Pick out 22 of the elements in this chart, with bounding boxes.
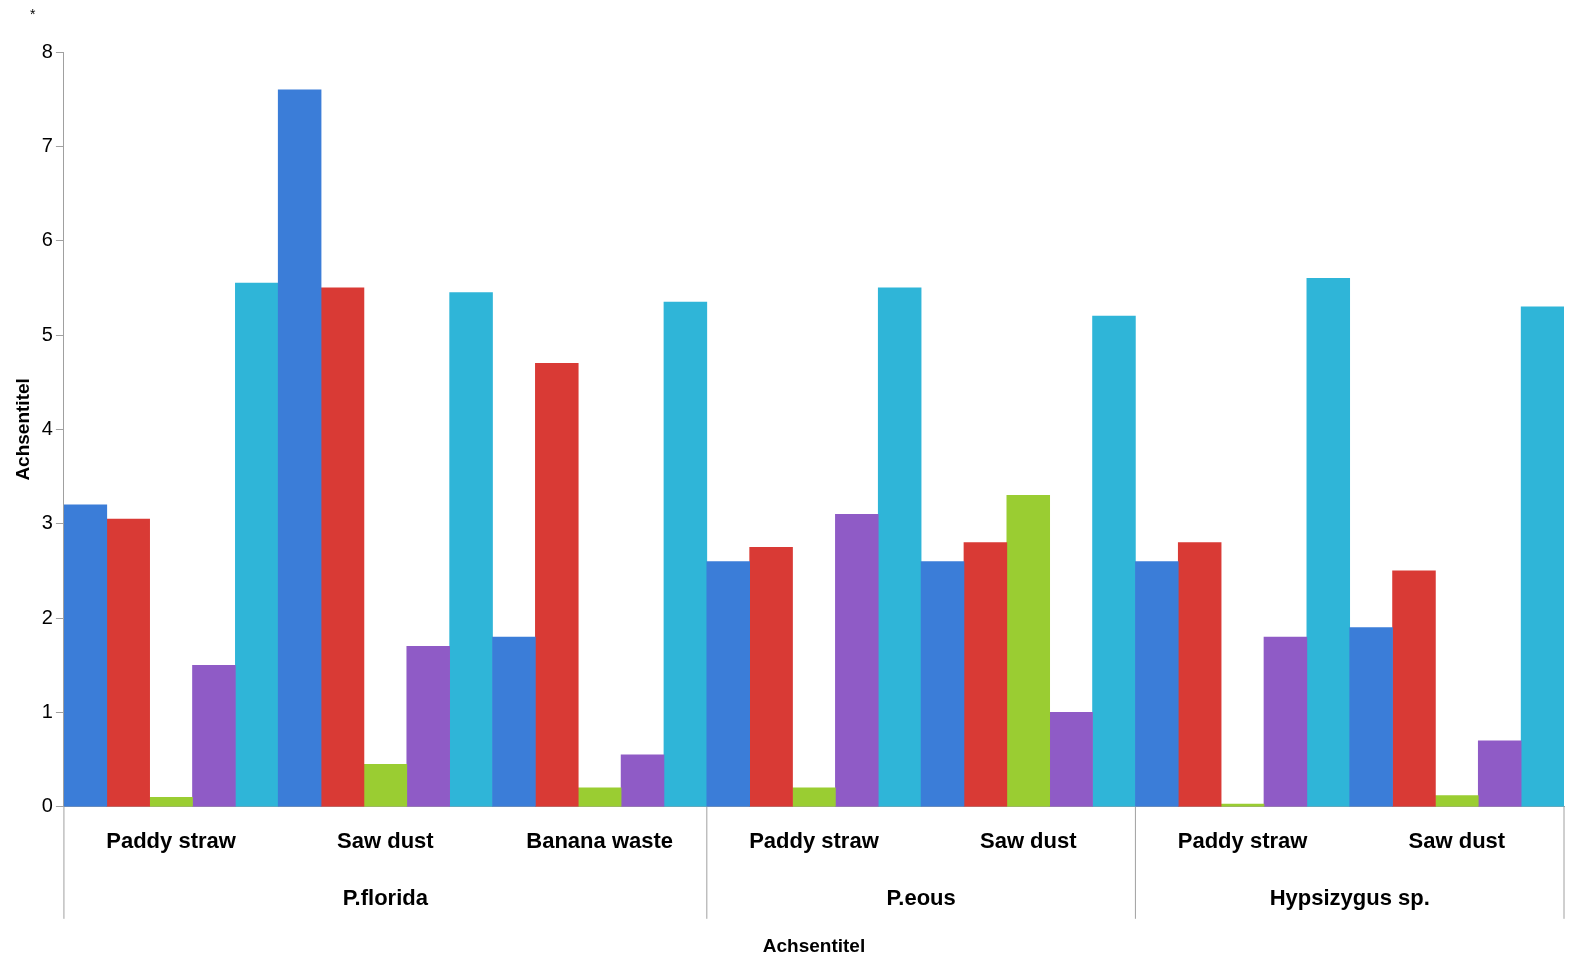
y-tick-label: 4 <box>41 416 53 439</box>
y-tick-label: 6 <box>41 228 53 251</box>
x-tick-label: Paddy straw <box>106 828 237 854</box>
y-tick-label: 1 <box>41 699 53 722</box>
y-tick-label: 8 <box>41 39 53 62</box>
x-tick-label: Saw dust <box>337 828 435 854</box>
x-axis-title: Achsentitel <box>762 934 866 956</box>
y-tick-label: 0 <box>41 794 53 817</box>
y-tick-label: 7 <box>41 133 53 156</box>
x-tick-label: Saw dust <box>1408 828 1506 854</box>
x-tick-label: Paddy straw <box>749 828 880 854</box>
y-tick-label: 5 <box>41 322 53 345</box>
text: * <box>30 5 36 22</box>
y-axis-title: Achsentitel <box>11 378 33 481</box>
x-tick-label: Paddy straw <box>1177 828 1309 854</box>
text: P.florida <box>342 884 429 910</box>
text: Hypsizygus sp. <box>1269 884 1430 910</box>
x-tick-label: Saw dust <box>979 828 1078 854</box>
y-tick-label: 2 <box>41 605 53 628</box>
x-tick-label: Banana waste <box>526 828 674 854</box>
text: P.eous <box>886 884 956 910</box>
y-tick-label: 3 <box>41 511 53 534</box>
